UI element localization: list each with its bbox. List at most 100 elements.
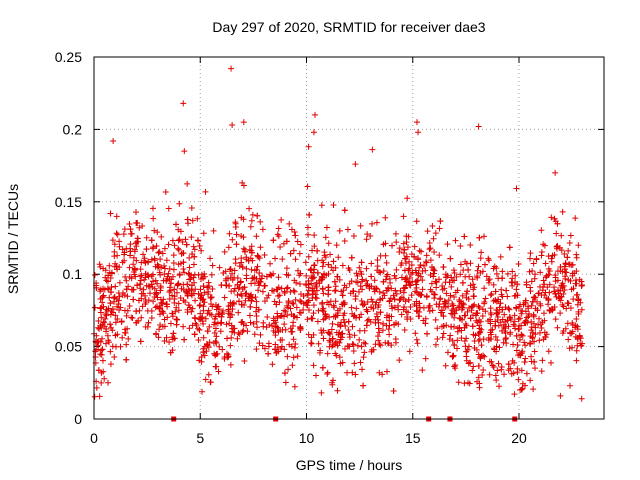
- data-point: [426, 240, 433, 247]
- data-point: [199, 314, 206, 321]
- data-point: [513, 185, 520, 192]
- data-point: [251, 331, 258, 338]
- data-point: [155, 249, 162, 256]
- data-point: [103, 306, 110, 313]
- data-point: [309, 291, 316, 298]
- data-point: [375, 319, 382, 326]
- data-point: [350, 288, 357, 294]
- data-point: [291, 277, 298, 284]
- data-point: [243, 265, 250, 272]
- data-point: [143, 234, 150, 241]
- data-point: [414, 119, 420, 126]
- data-point: [354, 279, 361, 286]
- data-point: [567, 330, 574, 337]
- data-point: [538, 324, 545, 331]
- data-point: [130, 261, 137, 268]
- data-point: [423, 293, 430, 300]
- data-point: [364, 280, 371, 287]
- data-point: [477, 255, 484, 262]
- data-point: [515, 260, 522, 267]
- data-point: [567, 382, 573, 389]
- data-point: [523, 281, 530, 288]
- data-point: [371, 286, 378, 293]
- data-point: [145, 319, 152, 326]
- data-point: [374, 263, 381, 270]
- data-point: [226, 282, 233, 289]
- data-point: [165, 205, 172, 212]
- y-tick-label: 0.05: [55, 339, 82, 355]
- data-point: [478, 249, 485, 256]
- data-point: [190, 243, 197, 250]
- data-point: [529, 335, 536, 342]
- data-point: [548, 258, 555, 265]
- data-point: [284, 284, 291, 291]
- data-point: [361, 339, 368, 346]
- data-point: [516, 315, 523, 322]
- data-point: [185, 286, 192, 293]
- data-point: [244, 328, 251, 335]
- data-point: [312, 111, 318, 118]
- data-point: [249, 211, 256, 218]
- data-point: [107, 348, 114, 355]
- data-point: [387, 295, 394, 302]
- data-point: [113, 230, 120, 237]
- data-point: [251, 267, 258, 274]
- data-point: [568, 286, 575, 293]
- data-point: [298, 299, 305, 306]
- data-point: [509, 268, 516, 275]
- data-point: [458, 300, 465, 307]
- data-point: [412, 330, 419, 337]
- data-point: [149, 205, 156, 212]
- data-point: [253, 346, 260, 353]
- data-point: [218, 319, 225, 326]
- data-point: [126, 221, 133, 228]
- data-point: [379, 371, 386, 378]
- data-point: [519, 385, 526, 392]
- data-point: [452, 237, 459, 244]
- data-point: [239, 179, 246, 186]
- data-point: [496, 344, 503, 351]
- data-point: [130, 296, 137, 303]
- data-point: [345, 318, 352, 325]
- data-point: [331, 287, 338, 294]
- data-point: [358, 271, 365, 278]
- data-point: [548, 214, 555, 221]
- data-point: [490, 281, 497, 288]
- data-point: [444, 241, 451, 248]
- data-point: [540, 310, 547, 317]
- data-point: [253, 313, 260, 320]
- data-point: [470, 363, 477, 370]
- data-point: [356, 314, 363, 321]
- data-point: [173, 316, 180, 323]
- data-point: [106, 339, 113, 346]
- data-point: [536, 337, 543, 344]
- data-point: [294, 314, 301, 321]
- data-point: [325, 240, 332, 247]
- data-point: [446, 279, 453, 286]
- data-point: [242, 290, 249, 297]
- data-point: [387, 279, 394, 286]
- data-point: [575, 297, 582, 304]
- data-point: [255, 253, 262, 260]
- data-point: [320, 316, 327, 323]
- data-point: [475, 263, 482, 270]
- data-point: [207, 255, 214, 262]
- data-point: [364, 231, 371, 238]
- data-point: [132, 240, 139, 247]
- data-point: [513, 332, 520, 339]
- data-point: [246, 293, 253, 300]
- data-point: [439, 309, 446, 316]
- data-point: [103, 328, 110, 335]
- data-point: [395, 321, 402, 328]
- data-point: [170, 252, 177, 259]
- data-point: [195, 290, 202, 297]
- data-point: [407, 304, 414, 311]
- data-point: [246, 312, 253, 319]
- data-point: [111, 354, 118, 361]
- data-point: [480, 352, 487, 359]
- data-point: [159, 323, 166, 330]
- data-point: [382, 214, 389, 221]
- data-point: [402, 260, 409, 267]
- data-point: [184, 309, 191, 316]
- data-point: [216, 343, 223, 350]
